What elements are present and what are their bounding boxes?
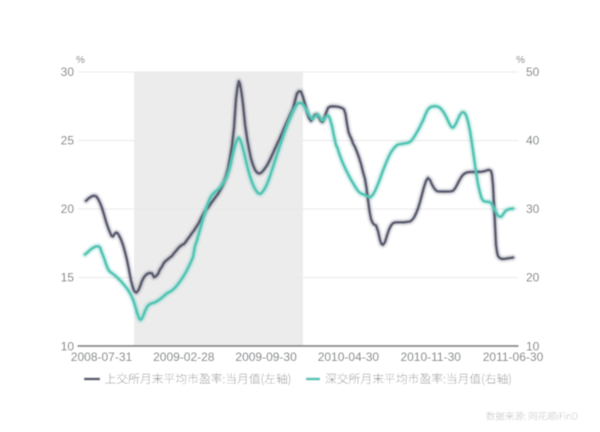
svg-text:10: 10 <box>526 340 540 354</box>
svg-text:2010-04-30: 2010-04-30 <box>318 350 380 364</box>
svg-text:40: 40 <box>526 134 540 148</box>
svg-text:2009-09-30: 2009-09-30 <box>235 350 297 364</box>
svg-text:10: 10 <box>61 340 75 354</box>
svg-text:30: 30 <box>526 202 540 216</box>
svg-text:20: 20 <box>526 271 540 285</box>
svg-text:2009-02-28: 2009-02-28 <box>153 350 215 364</box>
svg-text:20: 20 <box>61 202 75 216</box>
svg-text:%: % <box>76 55 85 66</box>
svg-text:15: 15 <box>61 271 75 285</box>
svg-text:2011-06-30: 2011-06-30 <box>483 350 544 364</box>
svg-text:50: 50 <box>526 65 540 79</box>
svg-text:2008-07-31: 2008-07-31 <box>71 350 133 364</box>
svg-text:2010-11-30: 2010-11-30 <box>400 350 461 364</box>
svg-text:%: % <box>516 55 525 66</box>
svg-text:25: 25 <box>61 134 75 148</box>
svg-text:30: 30 <box>61 65 75 79</box>
